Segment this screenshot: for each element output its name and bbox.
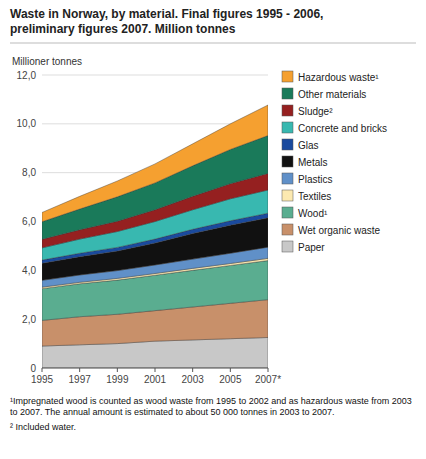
legend-swatch bbox=[282, 241, 293, 252]
x-tick-label: 1999 bbox=[106, 374, 129, 385]
legend-swatch bbox=[282, 139, 293, 150]
legend-label: Hazardous waste¹ bbox=[298, 72, 379, 83]
legend-label: Wet organic waste bbox=[298, 225, 381, 236]
legend-label: Wood¹ bbox=[298, 208, 328, 219]
x-tick-label: 2005 bbox=[219, 374, 242, 385]
areas bbox=[42, 105, 268, 368]
footnote: ² Included water. bbox=[10, 422, 76, 432]
x-tick-label: 2007* bbox=[255, 374, 281, 385]
x-tick bbox=[79, 368, 80, 372]
legend-swatch bbox=[282, 71, 293, 82]
legend: Hazardous waste¹ Other materials Sludge² Co… bbox=[282, 71, 387, 253]
y-grid bbox=[42, 75, 268, 368]
y-tick-label: 12,0 bbox=[17, 70, 37, 81]
title-line: Waste in Norway, by material. Final figu… bbox=[10, 7, 323, 21]
area bbox=[42, 136, 268, 240]
legend-swatch bbox=[282, 105, 293, 116]
y-tick-label: 10,0 bbox=[17, 118, 37, 129]
x-tick bbox=[268, 368, 269, 372]
legend-swatch bbox=[282, 122, 293, 133]
area bbox=[42, 105, 268, 222]
x-tick bbox=[155, 368, 156, 372]
legend-swatch bbox=[282, 224, 293, 235]
legend-swatch bbox=[282, 190, 293, 201]
x-tick bbox=[42, 368, 43, 372]
title: Waste in Norway, by material. Final figu… bbox=[10, 7, 323, 36]
y-tick-label: 6,0 bbox=[22, 216, 36, 227]
footnote-line: ¹Impregnated wood is counted as wood was… bbox=[10, 396, 412, 406]
chart: Waste in Norway, by material. Final figu… bbox=[0, 0, 426, 459]
legend-swatch bbox=[282, 88, 293, 99]
legend-label: Metals bbox=[298, 157, 327, 168]
legend-label: Glas bbox=[298, 140, 319, 151]
legend-label: Paper bbox=[298, 242, 325, 253]
title-line: preliminary figures 2007. Million tonnes bbox=[10, 22, 236, 36]
x-tick-label: 1997 bbox=[69, 374, 92, 385]
legend-label: Plastics bbox=[298, 174, 332, 185]
y-tick-label: 4,0 bbox=[22, 265, 36, 276]
footnote: ¹Impregnated wood is counted as wood was… bbox=[10, 396, 412, 417]
y-tick-label: 0 bbox=[30, 363, 36, 374]
y-tick-label: 2,0 bbox=[22, 314, 36, 325]
footnote-line: ² Included water. bbox=[10, 422, 76, 432]
x-tick-label: 2003 bbox=[182, 374, 205, 385]
legend-label: Concrete and bricks bbox=[298, 123, 387, 134]
x-tick bbox=[192, 368, 193, 372]
legend-swatch bbox=[282, 156, 293, 167]
grid-line bbox=[42, 75, 268, 76]
legend-label: Sludge² bbox=[298, 106, 333, 117]
y-tick-label: 8,0 bbox=[22, 167, 36, 178]
legend-swatch bbox=[282, 173, 293, 184]
x-tick bbox=[230, 368, 231, 372]
y-axis-label: Millioner tonnes bbox=[12, 56, 82, 67]
legend-label: Textiles bbox=[298, 191, 331, 202]
x-tick-label: 2001 bbox=[144, 374, 167, 385]
x-tick bbox=[117, 368, 118, 372]
title-rule bbox=[10, 43, 416, 44]
x-tick-label: 1995 bbox=[31, 374, 54, 385]
footnote-line: to 2007. The annual amount is estimated … bbox=[10, 407, 335, 417]
legend-swatch bbox=[282, 207, 293, 218]
legend-label: Other materials bbox=[298, 89, 366, 100]
